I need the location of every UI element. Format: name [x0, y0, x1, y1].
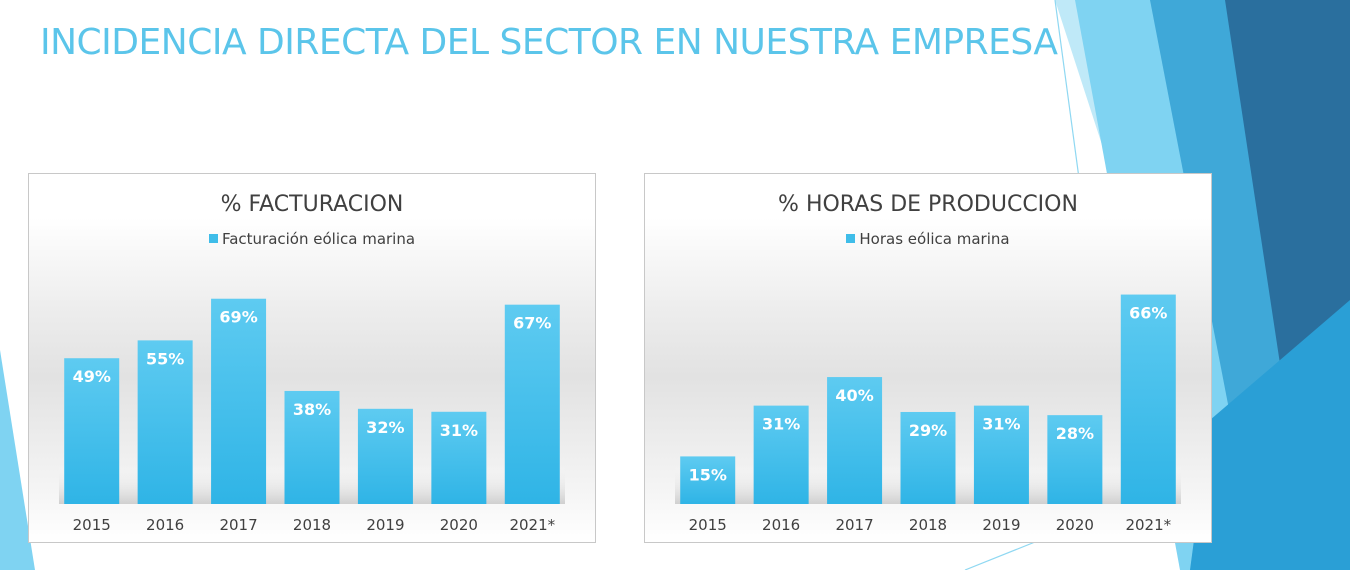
x-tick-label: 2018 [293, 516, 331, 534]
bar [900, 411, 956, 504]
chart-horas-produccion: % HORAS DE PRODUCCION Horas eólica marin… [644, 173, 1212, 543]
bar [827, 377, 883, 504]
data-label: 15% [689, 465, 727, 484]
chart-facturacion: % FACTURACION Facturación eólica marina … [28, 173, 596, 543]
legend-swatch-icon [846, 234, 856, 243]
x-tick-label: 2017 [219, 516, 257, 534]
data-label: 67% [513, 314, 551, 333]
slide-title: INCIDENCIA DIRECTA DEL SECTOR EN NUESTRA… [40, 22, 1058, 63]
data-label: 32% [366, 418, 404, 437]
x-tick-label: 2015 [689, 516, 727, 534]
decor-shape-light-left [0, 350, 35, 570]
chart-plot-horas: 15% 2015 31% 2016 40% 2017 29% 2018 31% 2019 28% 20… [675, 294, 1181, 534]
bar [137, 340, 193, 504]
bar [1047, 415, 1103, 504]
bar [1120, 294, 1176, 504]
bar [680, 456, 736, 504]
data-label: 49% [73, 367, 111, 386]
chart-plot-facturacion: 49% 2015 55% 2016 69% 2017 38% 2018 32% 2019 31% 20… [59, 298, 565, 534]
bar [753, 405, 809, 504]
data-label: 55% [146, 349, 184, 368]
x-tick-label: 2020 [440, 516, 478, 534]
legend-swatch-icon [208, 234, 218, 243]
x-tick-label: 2019 [982, 516, 1020, 534]
x-tick-label: 2017 [835, 516, 873, 534]
data-label: 31% [440, 421, 478, 440]
data-label: 40% [835, 386, 873, 405]
decor-shape-bright-right [1190, 300, 1350, 570]
data-label: 38% [293, 400, 331, 419]
chart-legend: Horas eólica marina [645, 230, 1211, 248]
bar [211, 298, 267, 504]
x-tick-label: 2015 [73, 516, 111, 534]
data-label: 31% [762, 415, 800, 434]
x-tick-label: 2018 [909, 516, 947, 534]
x-tick-label: 2019 [366, 516, 404, 534]
bar [357, 408, 413, 504]
chart-title: % FACTURACION [220, 192, 404, 217]
data-label: 28% [1056, 424, 1094, 443]
x-tick-label: 2020 [1056, 516, 1094, 534]
chart-title: % HORAS DE PRODUCCION [778, 192, 1078, 217]
data-label: 66% [1129, 304, 1167, 323]
decor-shape-dark-right [1225, 0, 1350, 430]
chart-legend: Facturación eólica marina [29, 230, 595, 248]
data-label: 69% [219, 308, 257, 327]
legend-label: Facturación eólica marina [221, 230, 416, 248]
bar [64, 358, 120, 504]
x-tick-label: 2016 [762, 516, 800, 534]
bar [431, 411, 487, 504]
bar [973, 405, 1029, 504]
x-tick-label: 2021* [509, 516, 555, 534]
data-label: 31% [982, 415, 1020, 434]
legend-label: Horas eólica marina [859, 230, 1010, 248]
bar [504, 304, 560, 504]
bar [284, 390, 340, 504]
x-tick-label: 2021* [1125, 516, 1171, 534]
decor-line-bottom [964, 539, 1041, 570]
x-tick-label: 2016 [146, 516, 184, 534]
data-label: 29% [909, 421, 947, 440]
